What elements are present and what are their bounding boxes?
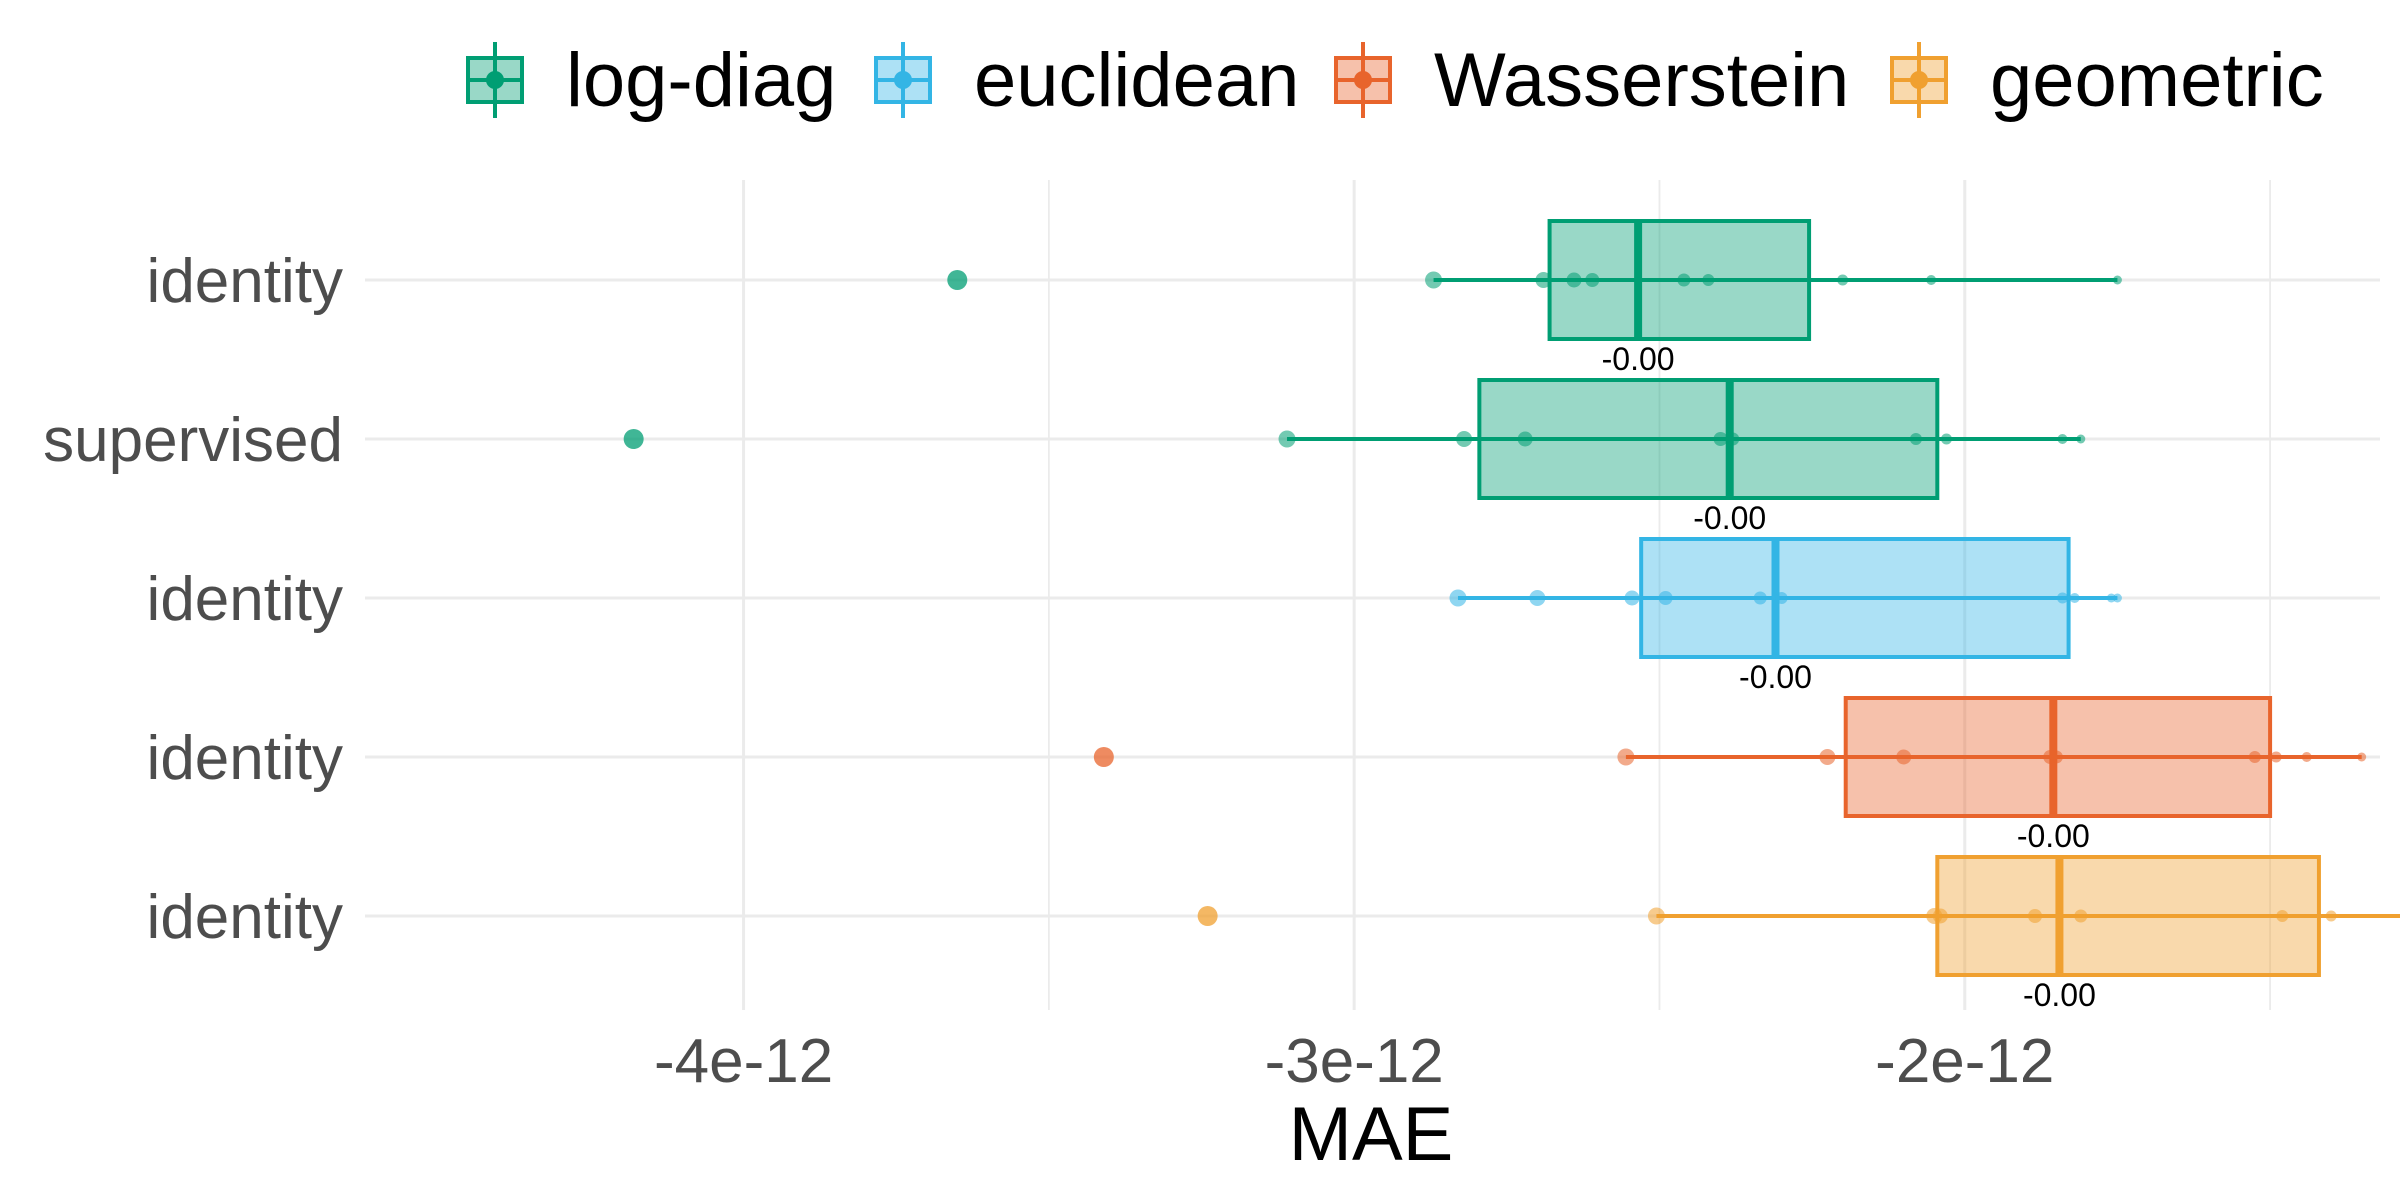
data-point: [1517, 431, 1533, 447]
data-point: [1658, 591, 1673, 605]
data-point: [2325, 910, 2337, 922]
legend-item-log-diag: log-diag: [466, 38, 836, 123]
legend-key-point: [486, 71, 504, 89]
outlier-point: [623, 429, 644, 449]
legend-label: Wasserstein: [1434, 38, 1849, 123]
data-point: [1940, 433, 1952, 445]
data-point: [2248, 751, 2261, 763]
row-geometric: -0.00: [1197, 855, 2400, 1013]
data-point: [1456, 431, 1473, 447]
data-point: [1425, 271, 1443, 289]
row-euclidean: -0.00: [1449, 537, 2122, 695]
data-point: [1926, 275, 1937, 285]
legend-key-point: [894, 71, 912, 89]
data-point: [2276, 910, 2289, 922]
y-tick-label: identity: [147, 565, 343, 634]
outlier-point: [947, 270, 968, 290]
legend-label: geometric: [1990, 38, 2324, 123]
data-point: [1753, 591, 1767, 605]
data-point: [2076, 434, 2086, 444]
data-point: [1932, 908, 1948, 924]
data-point: [1775, 592, 1788, 604]
data-point: [1449, 589, 1467, 607]
data-point: [1647, 907, 1665, 925]
row-Wasserstein: -0.00: [1093, 696, 2367, 854]
y-tick-label: identity: [147, 724, 343, 793]
data-point: [1535, 272, 1552, 288]
row-log-diag: -0.00: [947, 219, 2122, 377]
data-point: [1837, 274, 1849, 286]
x-tick-label: -4e-12: [654, 1027, 833, 1096]
legend-label: euclidean: [974, 38, 1299, 123]
box: [1477, 378, 1940, 500]
y-tick-label: supervised: [43, 406, 343, 475]
median-annotation: -0.00: [2023, 977, 2096, 1013]
data-point: [1909, 433, 1922, 445]
legend-item-euclidean: euclidean: [874, 38, 1299, 123]
legend-key-point: [1910, 71, 1928, 89]
data-point: [1677, 273, 1691, 287]
data-point: [1896, 749, 1912, 765]
data-point: [1278, 430, 1296, 448]
data-point: [2056, 592, 2068, 604]
data-point: [2069, 593, 2080, 603]
legend-label: log-diag: [566, 38, 836, 123]
data-point: [2270, 751, 2282, 763]
data-point: [2112, 593, 2122, 603]
legend-item-geometric: geometric: [1890, 38, 2324, 123]
data-point: [2074, 909, 2088, 923]
legend-item-wasserstein: Wasserstein: [1334, 38, 1849, 123]
legend: log-diag euclidean Wasserstein geometric: [466, 38, 2324, 123]
data-point: [1819, 749, 1836, 765]
data-point: [1713, 432, 1728, 446]
y-tick-label: identity: [147, 247, 343, 316]
data-point: [2049, 750, 2063, 764]
data-point: [1702, 274, 1715, 286]
data-point: [2028, 909, 2043, 923]
data-point: [2357, 752, 2367, 762]
data-point: [1624, 590, 1640, 606]
y-axis-labels: identity supervised identity identity identi…: [43, 247, 343, 952]
outlier-point: [1197, 906, 1218, 926]
plot-rows: -0.00 -0.00 -0.00 -0.00 -0.00: [623, 219, 2400, 1013]
data-point: [1585, 273, 1600, 287]
x-tick-label: -3e-12: [1265, 1027, 1444, 1096]
x-tick-label: -2e-12: [1875, 1027, 2054, 1096]
data-point: [2112, 275, 2122, 285]
box: [1639, 537, 2071, 659]
data-point: [1529, 590, 1546, 606]
x-axis-title: MAE: [1289, 1092, 1454, 1177]
outlier-point: [1093, 747, 1114, 767]
data-point: [1617, 748, 1635, 766]
data-point: [1726, 432, 1740, 446]
median-annotation: -0.00: [1739, 659, 1812, 695]
box: [1935, 855, 2321, 977]
data-point: [1566, 272, 1582, 288]
median-annotation: -0.00: [1602, 341, 1675, 377]
legend-key-point: [1354, 71, 1372, 89]
row-log-diag: -0.00: [623, 378, 2086, 536]
data-point: [2301, 752, 2312, 762]
median-annotation: -0.00: [2017, 818, 2090, 854]
x-axis-labels: -4e-12 -3e-12 -2e-12: [654, 1027, 2054, 1096]
data-point: [2057, 434, 2068, 444]
y-tick-label: identity: [147, 883, 343, 952]
median-annotation: -0.00: [1693, 500, 1766, 536]
